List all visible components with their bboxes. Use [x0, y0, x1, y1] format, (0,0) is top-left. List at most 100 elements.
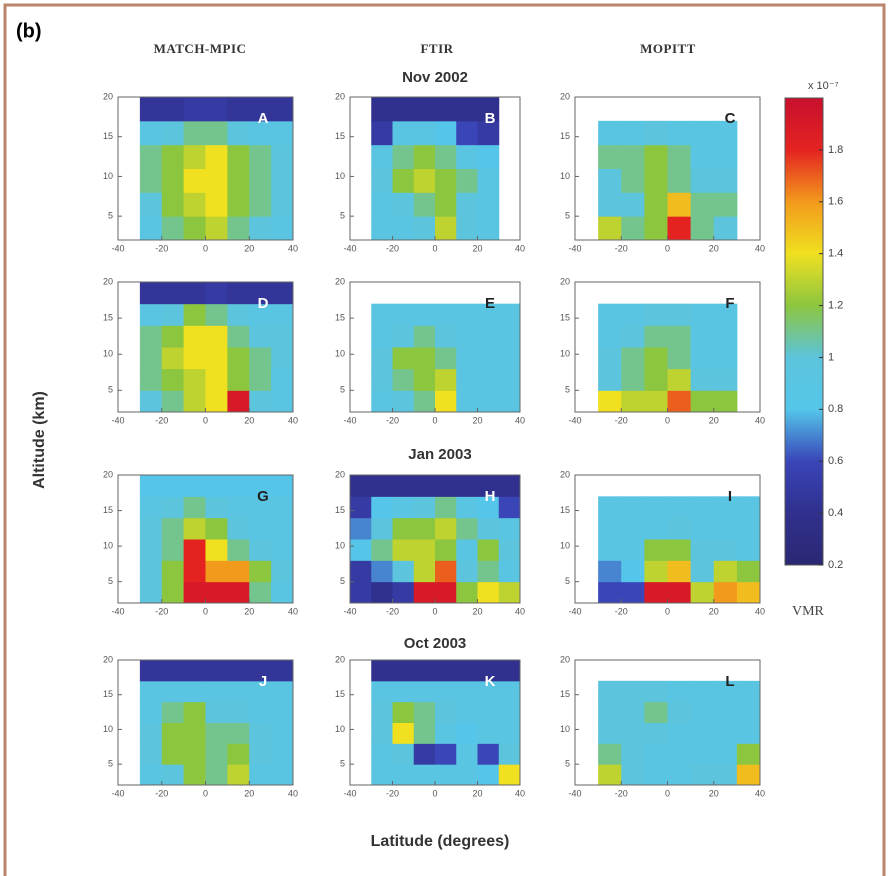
- y-tick-label: 5: [565, 759, 570, 769]
- heatmap-cell: [644, 144, 668, 169]
- heatmap-cell: [598, 216, 622, 241]
- heatmap-cell: [477, 517, 500, 540]
- heatmap-cell: [667, 701, 692, 723]
- heatmap-cell: [690, 192, 715, 217]
- colorbar-label: VMR: [792, 604, 825, 619]
- heatmap-cell: [183, 390, 206, 413]
- heatmap-cell: [644, 368, 668, 391]
- x-tick-label: 40: [755, 415, 765, 425]
- heatmap-cell: [350, 517, 372, 540]
- y-tick-label: 5: [108, 576, 113, 586]
- x-tick-label: 40: [515, 606, 525, 616]
- heatmap-cell: [435, 144, 457, 169]
- heatmap-cell: [161, 120, 185, 146]
- heatmap-cell: [249, 97, 272, 122]
- heatmap-cell: [227, 347, 250, 370]
- heatmap-cell: [621, 581, 645, 604]
- heatmap-cell: [205, 144, 228, 169]
- x-tick-label: -20: [615, 606, 628, 616]
- heatmap-cell: [249, 581, 272, 604]
- y-tick-label: 10: [103, 540, 113, 550]
- y-tick-label: 10: [103, 349, 113, 359]
- heatmap-cell: [713, 560, 738, 583]
- heatmap-cell: [621, 192, 645, 217]
- heatmap-cell: [139, 192, 163, 217]
- heatmap-cell: [435, 743, 457, 765]
- heatmap-cell: [227, 660, 250, 682]
- heatmap-cell: [435, 581, 457, 604]
- heatmap-cell: [621, 517, 645, 540]
- heatmap-cell: [183, 496, 206, 519]
- heatmap-cell: [371, 764, 393, 786]
- y-tick-label: 5: [340, 385, 345, 395]
- heatmap-cell: [644, 517, 668, 540]
- colorbar-tick-label: 0.4: [828, 507, 843, 519]
- y-tick-label: 10: [103, 171, 113, 181]
- panel-label: A: [258, 110, 269, 127]
- heatmap-cell: [456, 475, 478, 497]
- x-tick-label: -20: [386, 606, 399, 616]
- heatmap-cell: [598, 680, 622, 703]
- heatmap-cell: [392, 303, 415, 326]
- heatmap-cell: [183, 144, 206, 169]
- heatmap-cell: [713, 192, 738, 217]
- heatmap-cell: [644, 216, 668, 241]
- heatmap-cell: [498, 325, 521, 348]
- heatmap-cell: [498, 347, 521, 370]
- x-tick-label: 40: [755, 243, 765, 253]
- heatmap-cell: [371, 216, 393, 241]
- heatmap-cell: [435, 680, 457, 703]
- heatmap-cell: [435, 303, 457, 326]
- frame: [3, 3, 886, 876]
- heatmap-cell: [690, 764, 715, 786]
- heatmap-cell: [667, 390, 692, 413]
- heatmap-cell: [690, 368, 715, 391]
- heatmap-cell: [456, 581, 478, 604]
- heatmap-cell: [598, 192, 622, 217]
- heatmap-cell: [249, 120, 272, 146]
- x-tick-label: 20: [244, 415, 254, 425]
- x-tick-label: 0: [203, 415, 208, 425]
- heatmap-cell: [227, 722, 250, 744]
- y-tick-label: 10: [103, 724, 113, 734]
- heatmap-cell: [249, 722, 272, 744]
- heatmap-cell: [271, 680, 294, 703]
- heatmap-cell: [598, 303, 622, 326]
- panel-label: C: [725, 110, 736, 127]
- heatmap-cell: [205, 701, 228, 723]
- heatmap-cell: [371, 390, 393, 413]
- heatmap-cell: [713, 303, 738, 326]
- heatmap-cell: [205, 390, 228, 413]
- heatmap-cell: [477, 560, 500, 583]
- heatmap-cell: [205, 192, 228, 217]
- heatmap-cell: [498, 496, 521, 519]
- heatmap-cell: [249, 701, 272, 723]
- heatmap-cell: [271, 539, 294, 561]
- heatmap-cell: [371, 347, 393, 370]
- heatmap-cell: [413, 368, 436, 391]
- heatmap-cell: [498, 743, 521, 765]
- heatmap-cell: [498, 581, 521, 604]
- y-tick-label: 15: [103, 131, 113, 141]
- panel-label: D: [258, 295, 269, 312]
- y-tick-label: 10: [560, 724, 570, 734]
- heatmap-cell: [392, 475, 415, 497]
- colorbar-scale-label: x 10⁻⁷: [808, 80, 839, 92]
- x-tick-label: 0: [432, 415, 437, 425]
- heatmap-cell: [392, 660, 415, 682]
- x-tick-label: -20: [155, 243, 168, 253]
- heatmap-cell: [598, 120, 622, 146]
- x-tick-label: -20: [615, 243, 628, 253]
- y-tick-label: 5: [340, 759, 345, 769]
- y-tick-label: 20: [335, 276, 345, 286]
- heatmap-cell: [456, 144, 478, 169]
- heatmap-cell: [713, 581, 738, 604]
- heatmap-cell: [371, 660, 393, 682]
- heatmap-cell: [498, 368, 521, 391]
- column-title: FTIR: [420, 41, 453, 56]
- y-tick-label: 20: [103, 469, 113, 479]
- heatmap-cell: [621, 168, 645, 193]
- heatmap-cell: [371, 743, 393, 765]
- heatmap-cell: [598, 581, 622, 604]
- heatmap-cell: [227, 581, 250, 604]
